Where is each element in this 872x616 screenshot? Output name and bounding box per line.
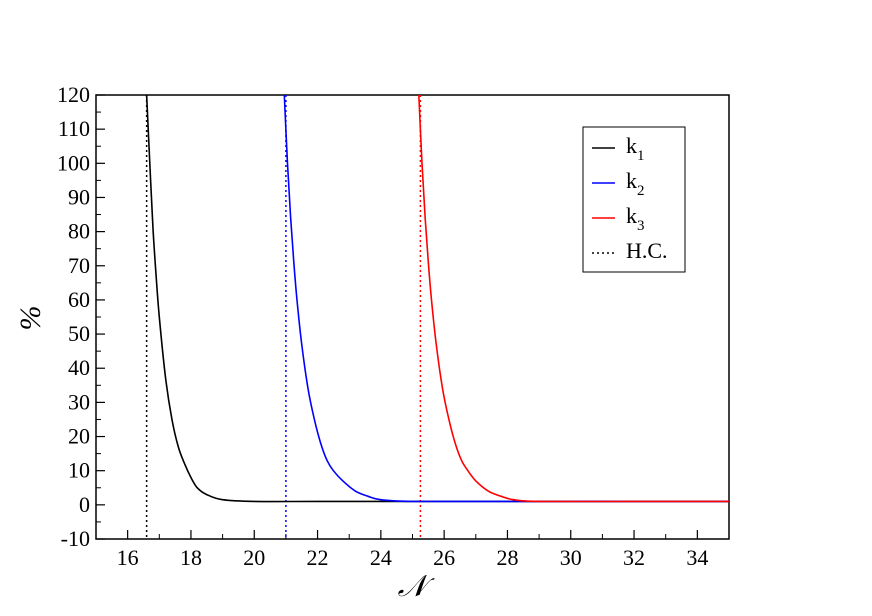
x-tick-label: 30 [560, 545, 582, 570]
y-tick-label: 120 [57, 82, 90, 107]
y-tick-label: 110 [58, 116, 90, 141]
y-tick-label: 80 [68, 219, 90, 244]
y-tick-label: 70 [68, 253, 90, 278]
y-tick-label: -10 [61, 526, 90, 551]
y-tick-label: 90 [68, 184, 90, 209]
y-tick-label: 40 [68, 355, 90, 380]
y-tick-label: 60 [68, 287, 90, 312]
series-line-k3 [418, 95, 729, 503]
y-tick-label: 100 [57, 150, 90, 175]
x-tick-label: 34 [686, 545, 708, 570]
x-tick-label: 26 [433, 545, 455, 570]
series-curves [145, 95, 729, 503]
series-line-k2 [283, 95, 729, 503]
legend: k1 k2 k3 H.C. [582, 126, 686, 273]
y-axis-title: % [14, 306, 47, 331]
x-tick-label: 28 [496, 545, 518, 570]
x-axis-ticks: 16 18 20 22 24 26 28 30 32 34 [95, 530, 730, 570]
hc-vertical-lines [145, 95, 422, 539]
y-tick-label: 20 [68, 424, 90, 449]
x-axis-title: 𝒩 [398, 570, 436, 603]
y-tick-label: 10 [68, 458, 90, 483]
y-tick-label: 0 [79, 492, 90, 517]
y-axis-ticks: -10 0 10 20 30 40 50 60 70 80 90 100 110 120 [57, 82, 105, 551]
legend-label-k2: k2 [626, 168, 645, 199]
legend-label-k1: k1 [626, 133, 645, 164]
x-tick-label: 20 [243, 545, 265, 570]
x-tick-label: 22 [307, 545, 329, 570]
x-tick-label: 24 [370, 545, 392, 570]
x-tick-label: 32 [623, 545, 645, 570]
legend-label-H.C.: H.C. [626, 238, 668, 263]
y-tick-label: 50 [68, 321, 90, 346]
x-tick-label: 16 [117, 545, 139, 570]
legend-label-k3: k3 [626, 203, 645, 234]
y-tick-label: 30 [68, 389, 90, 414]
x-tick-label: 18 [180, 545, 202, 570]
legend-box [582, 126, 686, 273]
